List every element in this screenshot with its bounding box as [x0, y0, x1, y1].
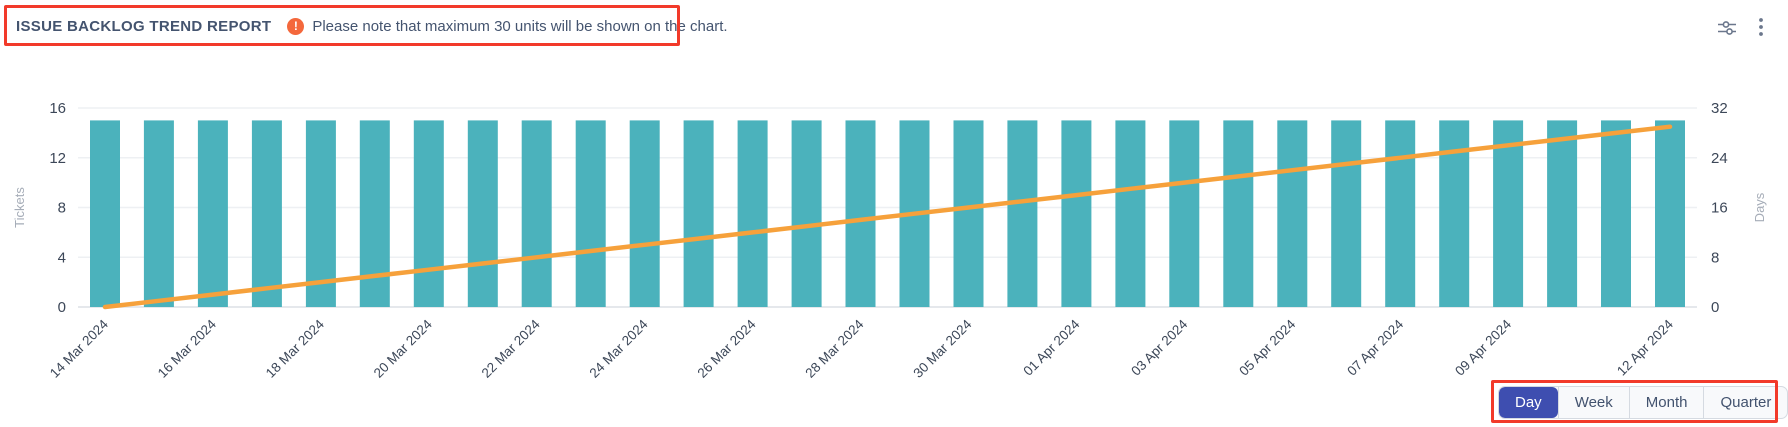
right-axis-tick: 0: [1711, 299, 1719, 316]
warning-icon: !: [287, 17, 305, 35]
right-axis-tick: 16: [1711, 200, 1728, 217]
right-axis-tick: 8: [1711, 249, 1719, 266]
trend-line: [102, 124, 1673, 310]
x-axis-label: 12 Apr 2024: [1614, 316, 1676, 378]
bar-20 Mar 2024[interactable]: [413, 120, 444, 308]
page-title: ISSUE BACKLOG TREND REPORT: [16, 17, 272, 35]
left-axis-tick: 12: [49, 150, 66, 167]
header-actions: [1714, 14, 1766, 42]
bar-16 Mar 2024[interactable]: [197, 120, 228, 308]
left-axis-tick: 16: [49, 100, 66, 117]
x-axis-label: 09 Apr 2024: [1452, 316, 1514, 378]
x-axis-label: 16 Mar 2024: [155, 316, 220, 381]
x-axis-label: 07 Apr 2024: [1344, 316, 1406, 378]
bar-27 Mar 2024[interactable]: [791, 120, 822, 308]
left-axis-tick: 8: [58, 200, 66, 217]
x-axis-label: 22 Mar 2024: [479, 316, 544, 381]
left-axis-label: Tickets: [12, 187, 27, 228]
bar-28 Mar 2024[interactable]: [845, 120, 876, 308]
period-quarter-button[interactable]: Quarter: [1703, 387, 1787, 418]
x-axis-label: 05 Apr 2024: [1236, 316, 1298, 378]
bar-09 Apr 2024[interactable]: [1493, 120, 1524, 308]
bar-04 Apr 2024[interactable]: [1223, 120, 1254, 308]
chart-settings-button[interactable]: [1714, 15, 1740, 41]
bar-02 Apr 2024[interactable]: [1115, 120, 1146, 308]
period-month-button[interactable]: Month: [1628, 387, 1704, 418]
bar-17 Mar 2024[interactable]: [251, 120, 282, 308]
right-axis-tick: 24: [1711, 150, 1728, 167]
x-axis-label: 24 Mar 2024: [587, 316, 652, 381]
period-week-button[interactable]: Week: [1557, 387, 1629, 418]
bar-21 Mar 2024[interactable]: [467, 120, 498, 308]
x-axis-label: 14 Mar 2024: [47, 316, 112, 381]
bar-06 Apr 2024[interactable]: [1331, 120, 1362, 308]
x-axis-label: 26 Mar 2024: [695, 316, 760, 381]
bar-01 Apr 2024[interactable]: [1061, 120, 1092, 308]
bar-22 Mar 2024[interactable]: [521, 120, 552, 308]
period-toggle: Day Week Month Quarter: [1498, 386, 1788, 419]
bar-26 Mar 2024[interactable]: [737, 120, 768, 308]
sliders-icon: [1716, 17, 1738, 39]
bar-18 Mar 2024[interactable]: [305, 120, 336, 308]
bar-10 Apr 2024[interactable]: [1547, 120, 1578, 308]
left-axis-tick: 4: [58, 249, 66, 266]
x-axis-label: 30 Mar 2024: [910, 316, 975, 381]
bar-05 Apr 2024[interactable]: [1277, 120, 1308, 308]
kebab-menu-icon: [1758, 16, 1764, 40]
bar-15 Mar 2024[interactable]: [143, 120, 174, 308]
max-units-note: Please note that maximum 30 units will b…: [312, 17, 728, 35]
right-axis-tick: 32: [1711, 100, 1728, 117]
x-axis-label: 28 Mar 2024: [802, 316, 867, 381]
bar-25 Mar 2024[interactable]: [683, 120, 714, 308]
bar-31 Mar 2024[interactable]: [1007, 120, 1038, 308]
x-axis-label: 20 Mar 2024: [371, 316, 436, 381]
bar-30 Mar 2024[interactable]: [953, 120, 984, 308]
x-axis-label: 03 Apr 2024: [1128, 316, 1190, 378]
left-axis-tick: 0: [58, 299, 66, 316]
right-axis-label: Days: [1752, 192, 1767, 222]
bar-24 Mar 2024[interactable]: [629, 120, 660, 308]
x-axis-label: 01 Apr 2024: [1020, 316, 1082, 378]
bar-23 Mar 2024[interactable]: [575, 120, 606, 308]
bar-12 Apr 2024[interactable]: [1655, 120, 1685, 308]
bar-07 Apr 2024[interactable]: [1385, 120, 1416, 308]
period-day-button[interactable]: Day: [1499, 387, 1558, 418]
x-axis-label: 18 Mar 2024: [263, 316, 328, 381]
bar-14 Mar 2024[interactable]: [90, 120, 120, 308]
report-header: ISSUE BACKLOG TREND REPORT ! Please note…: [0, 0, 1788, 52]
bar-11 Apr 2024[interactable]: [1601, 120, 1631, 308]
bar-03 Apr 2024[interactable]: [1169, 120, 1200, 308]
more-options-button[interactable]: [1756, 14, 1766, 42]
